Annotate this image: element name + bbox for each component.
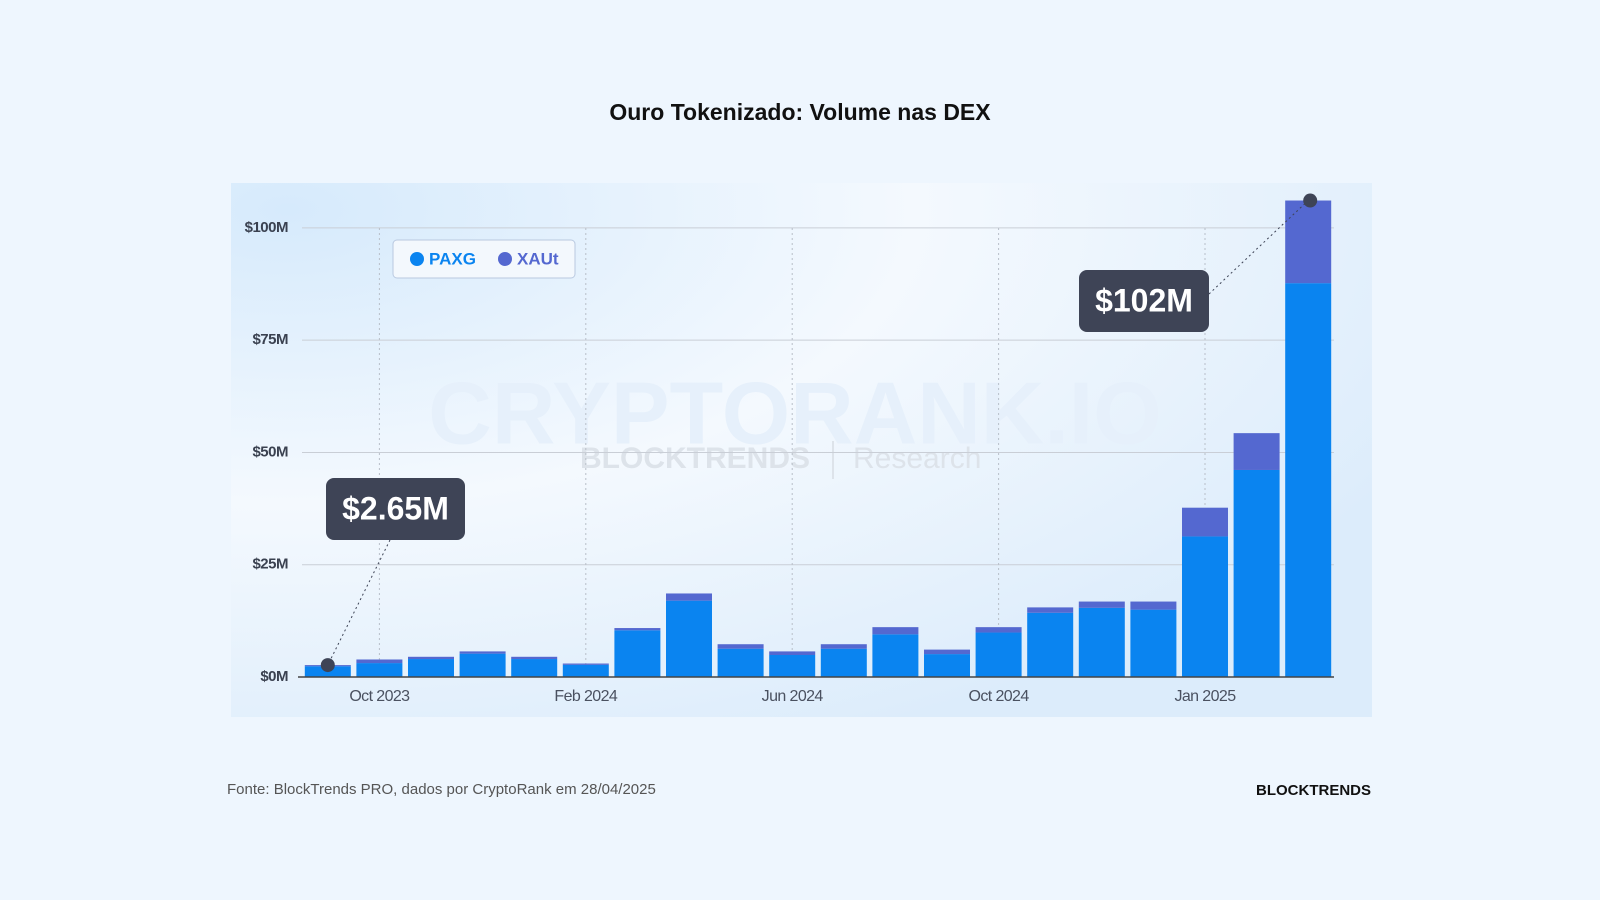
bar-segment [459,653,506,677]
y-tick-label: $100M [245,219,288,236]
annotation-dot [1303,193,1318,208]
legend-swatch [498,252,512,266]
bar-segment [872,634,919,677]
x-tick-label: Feb 2024 [554,688,618,705]
bar-segment [1027,607,1074,613]
bar-segment [562,664,609,677]
bar-segment [1078,607,1125,677]
y-tick-label: $25M [252,556,288,573]
bar-segment [872,627,919,635]
chart-title: Ouro Tokenizado: Volume nas DEX [609,99,991,125]
annotation-box [1079,270,1209,332]
x-tick-label: Jan 2025 [1174,688,1236,705]
legend-label: PAXG [429,249,476,268]
bar-segment [562,663,609,665]
annotation-box [326,478,465,540]
legend-label: XAUt [517,249,559,268]
bar-segment [1285,200,1332,284]
bar-segment [975,632,1022,677]
bar-segment [511,659,558,677]
bar-segment [1130,601,1177,610]
annotation-leader [327,539,391,666]
bar-segment [356,663,403,677]
bar-segment [408,659,454,677]
bar-segment [1130,609,1177,677]
bar-segment [1285,283,1332,677]
watermark: CRYPTORANK.IO [428,363,1161,462]
bar-segment [408,656,454,660]
legend-swatch [410,252,424,266]
bar-segment [511,656,558,660]
bar-segment [1233,433,1280,470]
bar-segment [666,600,712,677]
annotation-label: $102M [1095,282,1193,318]
watermark: BLOCKTRENDS [580,442,810,475]
x-tick-label: Oct 2024 [969,688,1030,705]
bar-segment [769,651,816,655]
brand: BLOCKTRENDS [1256,782,1371,799]
x-tick-label: Oct 2023 [349,688,410,705]
bar-segment [1233,469,1280,677]
bar-segment [820,644,867,649]
legend-box [392,239,576,279]
bar-segment [1078,601,1125,608]
x-tick-label: Jun 2024 [762,688,824,705]
bar-segment [924,649,970,655]
annotation-label: $2.65M [342,490,449,526]
bar-segment [820,648,867,677]
bar-segment [717,648,764,677]
bar-segment [666,593,712,601]
bar-segment [1027,612,1074,677]
bar-segment [614,630,661,677]
y-tick-label: $50M [252,443,288,460]
bar-segment [614,628,661,631]
y-tick-label: $75M [252,331,288,348]
bar-segment [717,644,764,649]
bar-segment [1182,536,1228,677]
source: Fonte: BlockTrends PRO, dados por Crypto… [227,781,656,798]
bar-segment [769,654,816,677]
annotation-dot [320,658,335,673]
watermark: Research [853,442,981,475]
bar-segment [356,659,403,664]
bar-segment [924,654,970,677]
bar-segment [459,651,506,654]
bar-segment [975,627,1022,633]
bar-segment [1182,507,1228,537]
y-tick-label: $0M [260,668,288,685]
